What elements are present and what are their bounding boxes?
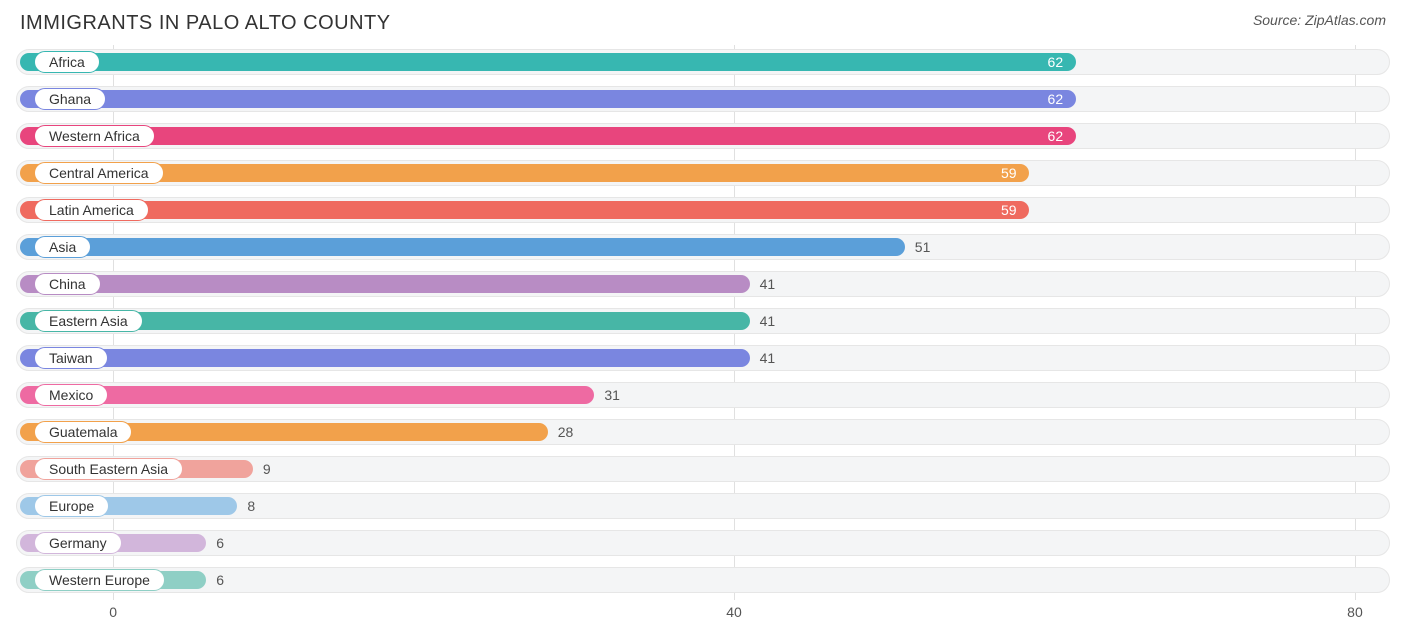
bar-row: Central America 59 bbox=[16, 156, 1390, 190]
bar bbox=[20, 238, 905, 256]
axis-tick: 80 bbox=[1347, 604, 1363, 620]
category-pill: Latin America bbox=[34, 199, 149, 221]
x-axis: 0 40 80 bbox=[16, 604, 1390, 624]
bar-row: Asia 51 bbox=[16, 230, 1390, 264]
source-prefix: Source: bbox=[1253, 12, 1305, 28]
value-label: 41 bbox=[760, 276, 776, 292]
bar bbox=[20, 349, 750, 367]
value-label: 62 bbox=[1048, 91, 1064, 107]
category-pill: China bbox=[34, 273, 101, 295]
category-pill: Eastern Asia bbox=[34, 310, 143, 332]
bar bbox=[20, 164, 1029, 182]
bar-row: Western Europe 6 bbox=[16, 563, 1390, 597]
value-label: 51 bbox=[915, 239, 931, 255]
value-label: 9 bbox=[263, 461, 271, 477]
category-pill: Western Europe bbox=[34, 569, 165, 591]
chart-header: IMMIGRANTS IN PALO ALTO COUNTY Source: Z… bbox=[16, 12, 1390, 35]
bar-row: South Eastern Asia 9 bbox=[16, 452, 1390, 486]
category-pill: Taiwan bbox=[34, 347, 108, 369]
value-label: 59 bbox=[1001, 165, 1017, 181]
category-pill: Asia bbox=[34, 236, 91, 258]
value-label: 6 bbox=[216, 535, 224, 551]
category-pill: Ghana bbox=[34, 88, 106, 110]
axis-tick: 0 bbox=[109, 604, 117, 620]
bar-row: Guatemala 28 bbox=[16, 415, 1390, 449]
chart-title: IMMIGRANTS IN PALO ALTO COUNTY bbox=[20, 12, 391, 35]
value-label: 28 bbox=[558, 424, 574, 440]
bar-row: Mexico 31 bbox=[16, 378, 1390, 412]
bar-row: Ghana 62 bbox=[16, 82, 1390, 116]
category-pill: Guatemala bbox=[34, 421, 132, 443]
value-label: 59 bbox=[1001, 202, 1017, 218]
bar-row: Western Africa 62 bbox=[16, 119, 1390, 153]
bar bbox=[20, 127, 1076, 145]
chart-source: Source: ZipAtlas.com bbox=[1253, 12, 1386, 28]
value-label: 62 bbox=[1048, 54, 1064, 70]
value-label: 31 bbox=[604, 387, 620, 403]
source-name: ZipAtlas.com bbox=[1305, 12, 1386, 28]
value-label: 62 bbox=[1048, 128, 1064, 144]
bar-row: China 41 bbox=[16, 267, 1390, 301]
category-pill: Africa bbox=[34, 51, 100, 73]
bar-row: Eastern Asia 41 bbox=[16, 304, 1390, 338]
category-pill: Mexico bbox=[34, 384, 108, 406]
value-label: 41 bbox=[760, 350, 776, 366]
bar-row: Taiwan 41 bbox=[16, 341, 1390, 375]
category-pill: Europe bbox=[34, 495, 109, 517]
bar-row: Europe 8 bbox=[16, 489, 1390, 523]
category-pill: Western Africa bbox=[34, 125, 155, 147]
category-pill: Central America bbox=[34, 162, 164, 184]
bar bbox=[20, 201, 1029, 219]
category-pill: South Eastern Asia bbox=[34, 458, 183, 480]
axis-tick: 40 bbox=[726, 604, 742, 620]
bar-row: Africa 62 bbox=[16, 45, 1390, 79]
value-label: 41 bbox=[760, 313, 776, 329]
value-label: 6 bbox=[216, 572, 224, 588]
bar-row: Latin America 59 bbox=[16, 193, 1390, 227]
bar-row: Germany 6 bbox=[16, 526, 1390, 560]
chart-wrap: Africa 62 Ghana 62 Western Africa 62 Central A… bbox=[16, 45, 1390, 624]
bar bbox=[20, 90, 1076, 108]
value-label: 8 bbox=[247, 498, 255, 514]
category-pill: Germany bbox=[34, 532, 122, 554]
chart-area: Africa 62 Ghana 62 Western Africa 62 Central A… bbox=[16, 45, 1390, 624]
bar bbox=[20, 275, 750, 293]
bar bbox=[20, 53, 1076, 71]
